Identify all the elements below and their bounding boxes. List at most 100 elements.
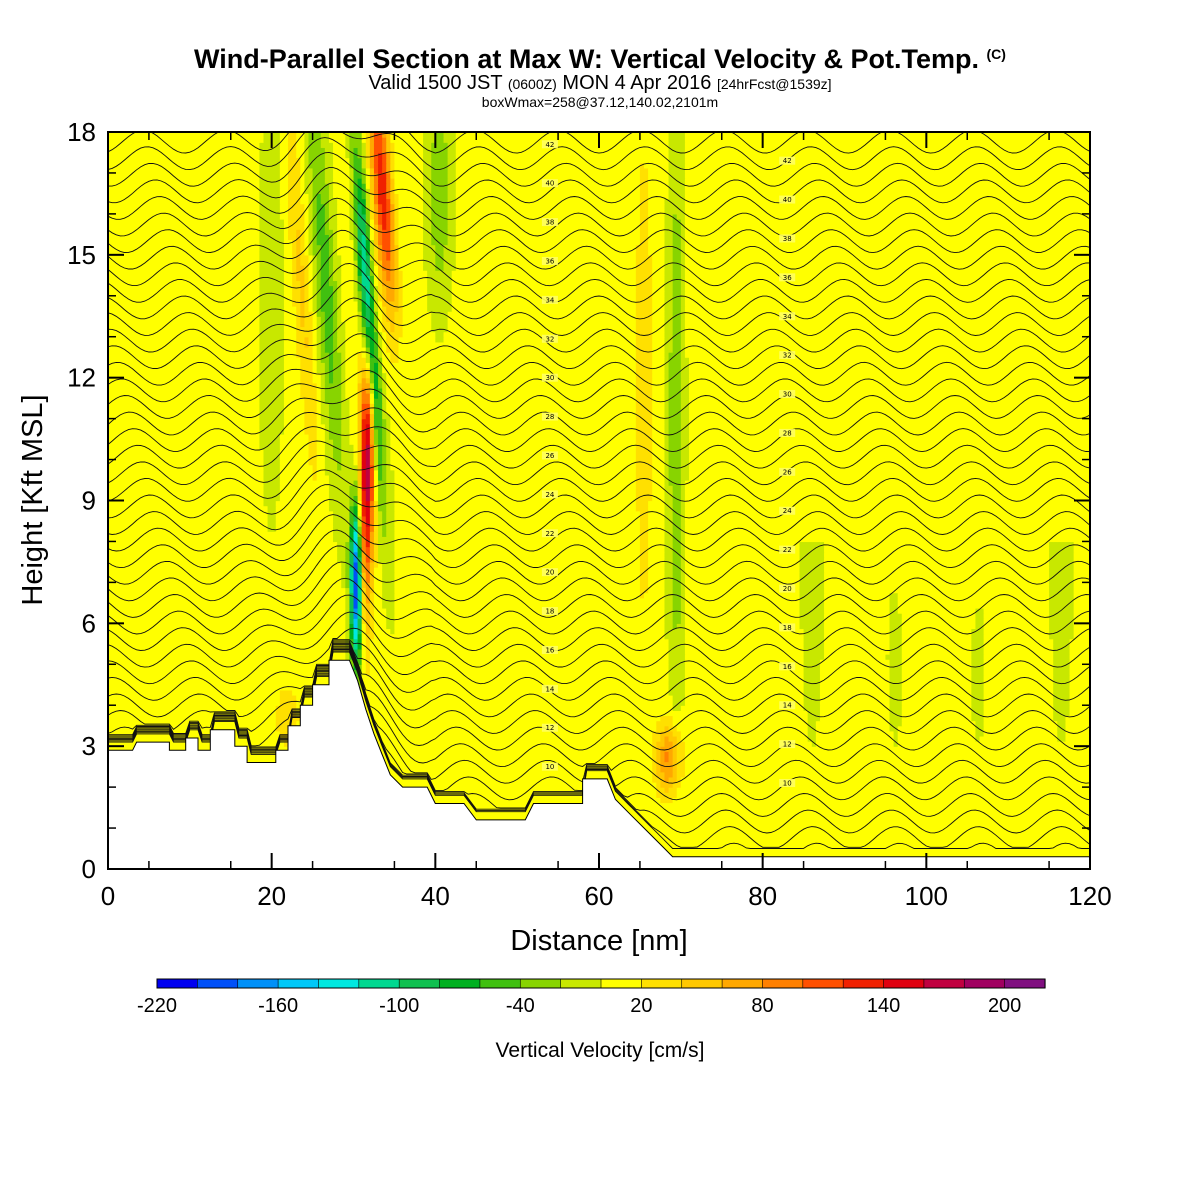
field-cell xyxy=(947,818,952,824)
field-cell xyxy=(722,787,727,793)
field-cell xyxy=(824,767,829,773)
field-cell xyxy=(726,787,731,793)
field-cell xyxy=(624,772,629,778)
field-cell xyxy=(898,802,903,808)
field-cell xyxy=(517,767,522,773)
field-cell xyxy=(1078,838,1083,844)
field-cell xyxy=(705,849,710,855)
field-cell xyxy=(648,777,653,783)
field-cell xyxy=(799,818,804,824)
field-cell xyxy=(640,772,645,778)
field-cell xyxy=(857,762,862,768)
field-cell xyxy=(849,767,854,773)
field-cell xyxy=(1020,833,1025,839)
field-cell xyxy=(648,813,653,819)
field-cell xyxy=(910,813,915,819)
field-cell xyxy=(947,838,952,844)
field-cell xyxy=(697,797,702,803)
field-cell xyxy=(489,782,494,788)
field-cell xyxy=(894,797,899,803)
field-cell xyxy=(1020,823,1025,829)
field-cell xyxy=(869,802,874,808)
field-cell xyxy=(1037,792,1042,798)
field-cell xyxy=(705,828,710,834)
field-cell xyxy=(763,838,768,844)
field-cell xyxy=(853,849,858,855)
field-cell xyxy=(1012,818,1017,824)
field-cell xyxy=(738,782,743,788)
field-cell xyxy=(1033,767,1038,773)
field-cell xyxy=(574,767,579,773)
field-cell xyxy=(693,792,698,798)
field-cell xyxy=(517,782,522,788)
field-cell xyxy=(759,802,764,808)
field-cell xyxy=(922,772,927,778)
field-cell xyxy=(574,772,579,778)
field-cell xyxy=(734,833,739,839)
field-cell xyxy=(877,802,882,808)
field-cell xyxy=(501,787,506,793)
field-cell xyxy=(734,777,739,783)
field-cell xyxy=(570,777,575,783)
field-cell xyxy=(959,838,964,844)
field-cell xyxy=(689,823,694,829)
field-cell xyxy=(873,762,878,768)
field-cell xyxy=(1065,767,1070,773)
field-cell xyxy=(894,772,899,778)
field-cell xyxy=(1016,818,1021,824)
field-cell xyxy=(799,813,804,819)
field-cell xyxy=(779,849,784,855)
field-cell xyxy=(738,849,743,855)
field-cell xyxy=(914,818,919,824)
field-cell xyxy=(930,833,935,839)
field-cell xyxy=(779,772,784,778)
field-cell xyxy=(1004,833,1009,839)
field-cell xyxy=(1041,823,1046,829)
field-cell xyxy=(963,797,968,803)
field-cell xyxy=(538,782,543,788)
field-cell xyxy=(926,833,931,839)
field-cell xyxy=(505,772,510,778)
field-cell xyxy=(1065,833,1070,839)
field-cell xyxy=(836,777,841,783)
field-cell xyxy=(943,792,948,798)
field-cell xyxy=(1053,813,1058,819)
field-cell xyxy=(1008,849,1013,855)
field-cell xyxy=(980,843,985,849)
field-cell xyxy=(869,772,874,778)
field-cell xyxy=(1049,823,1054,829)
field-cell xyxy=(636,787,641,793)
field-cell xyxy=(1041,767,1046,773)
field-cell xyxy=(746,772,751,778)
field-cell xyxy=(673,849,678,855)
field-cell xyxy=(853,782,858,788)
field-cell xyxy=(1012,767,1017,773)
field-cell xyxy=(1049,813,1054,819)
field-cell xyxy=(521,813,526,819)
field-cell xyxy=(799,782,804,788)
field-cell xyxy=(1029,792,1034,798)
field-cell xyxy=(452,797,457,803)
field-cell xyxy=(472,792,477,798)
field-cell xyxy=(947,792,952,798)
field-cell xyxy=(943,849,948,855)
field-cell xyxy=(648,762,653,768)
field-cell xyxy=(1078,813,1083,819)
field-cell xyxy=(1078,797,1083,803)
field-cell xyxy=(1082,767,1087,773)
field-cell xyxy=(1078,828,1083,834)
field-cell xyxy=(812,787,817,793)
field-cell xyxy=(705,782,710,788)
field-cell xyxy=(984,767,989,773)
field-cell xyxy=(947,787,952,793)
field-cell xyxy=(1025,792,1030,798)
field-cell xyxy=(1049,818,1054,824)
field-cell xyxy=(824,772,829,778)
field-cell xyxy=(448,777,453,783)
field-cell xyxy=(865,833,870,839)
field-cell xyxy=(685,782,690,788)
field-cell xyxy=(832,767,837,773)
field-cell xyxy=(926,823,931,829)
field-cell xyxy=(619,772,624,778)
field-cell xyxy=(845,802,850,808)
